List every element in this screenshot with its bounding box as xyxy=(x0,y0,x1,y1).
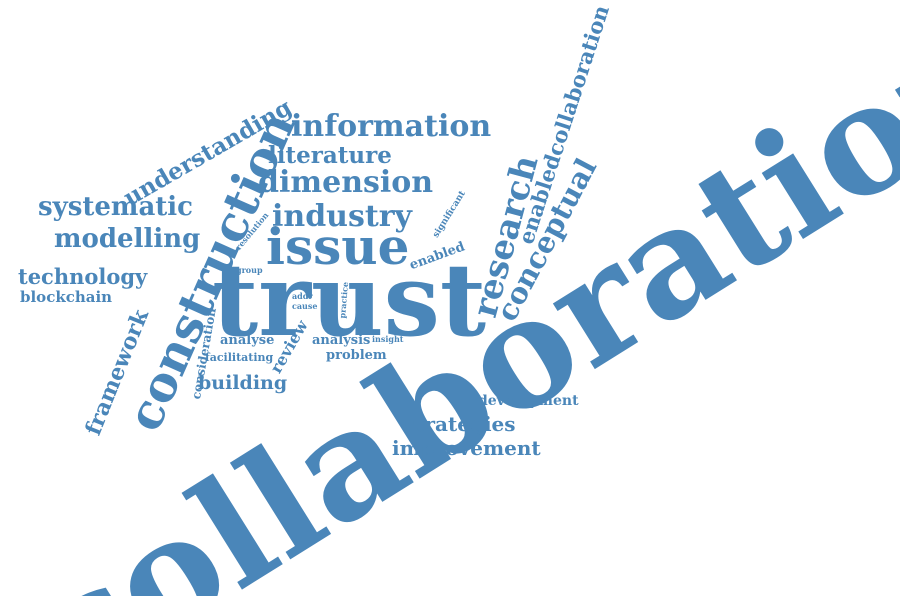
word-building: building xyxy=(198,372,288,394)
word-blockchain: blockchain xyxy=(20,288,113,306)
word-strategies: strategies xyxy=(404,412,516,436)
word-trust: trust xyxy=(212,241,487,359)
word-insight: insight xyxy=(372,334,404,344)
word-systematic: systematic xyxy=(38,192,194,222)
word-analysis: analysis xyxy=(312,333,371,348)
word-facilitating: facilitating xyxy=(205,351,274,364)
word-significant: significant xyxy=(431,189,468,240)
word-development: development xyxy=(478,393,579,409)
word-analyse: analyse xyxy=(220,333,275,348)
word-dimension: dimension xyxy=(258,165,434,200)
word-improvement: improvement xyxy=(392,436,541,460)
word-information: information xyxy=(291,109,492,144)
word-group: group xyxy=(236,265,263,275)
word-technology: technology xyxy=(18,264,148,289)
word-issue: issue xyxy=(266,217,410,276)
word-problem: problem xyxy=(326,348,387,363)
word-literature: literature xyxy=(268,142,392,169)
word-addr: addr xyxy=(292,291,313,301)
word-industry: industry xyxy=(272,199,412,234)
word-modelling: modelling xyxy=(54,224,201,254)
word-cause: cause xyxy=(292,301,318,311)
